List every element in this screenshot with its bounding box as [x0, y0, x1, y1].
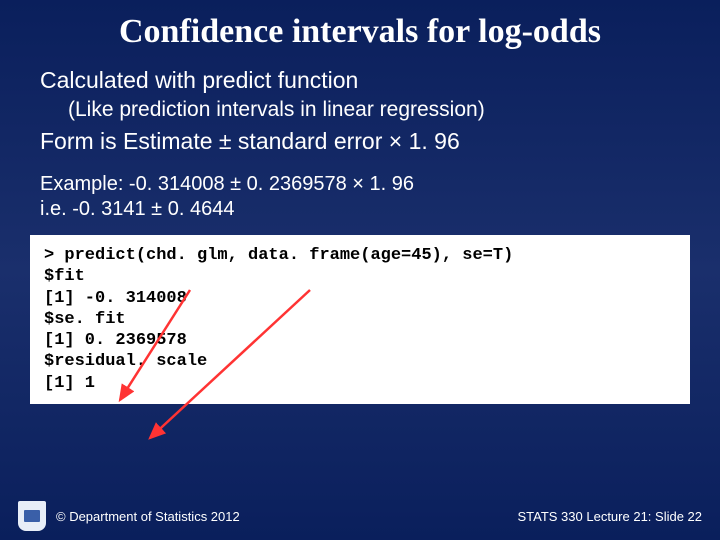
code-output-box: > predict(chd. glm, data. frame(age=45),…: [30, 235, 690, 404]
code-line-4: $se. fit: [44, 309, 676, 330]
text-line-2: (Like prediction intervals in linear reg…: [68, 98, 680, 122]
code-line-5: [1] 0. 2369578: [44, 330, 676, 351]
slide-footer: © Department of Statistics 2012 STATS 33…: [0, 492, 720, 540]
content-area: Calculated with predict function (Like p…: [0, 67, 720, 221]
slide-number: STATS 330 Lecture 21: Slide 22: [517, 509, 702, 524]
text-line-5: i.e. -0. 3141 ± 0. 4644: [40, 198, 680, 221]
code-line-1: > predict(chd. glm, data. frame(age=45),…: [44, 245, 676, 266]
copyright-text: © Department of Statistics 2012: [56, 509, 240, 524]
text-line-1: Calculated with predict function: [40, 67, 680, 94]
slide-title: Confidence intervals for log-odds: [0, 0, 720, 67]
code-line-6: $residual. scale: [44, 351, 676, 372]
code-line-7: [1] 1: [44, 373, 676, 394]
code-line-3: [1] -0. 314008: [44, 288, 676, 309]
text-line-3: Form is Estimate ± standard error × 1. 9…: [40, 128, 680, 155]
university-crest-icon: [18, 501, 46, 531]
code-line-2: $fit: [44, 266, 676, 287]
text-line-4: Example: -0. 314008 ± 0. 2369578 × 1. 96: [40, 173, 680, 196]
footer-left: © Department of Statistics 2012: [18, 501, 240, 531]
